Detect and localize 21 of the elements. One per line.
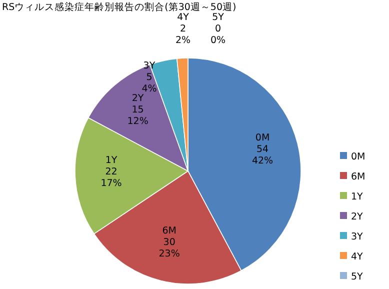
legend-label: 2Y: [351, 212, 364, 222]
data-label: 54 42%: [252, 144, 274, 166]
legend-label: 4Y: [351, 252, 364, 262]
legend-label: 3Y: [351, 232, 364, 242]
legend-label: 0M: [351, 152, 366, 162]
slice-label: 2Y: [132, 92, 144, 104]
slice-label: 4Y: [177, 12, 190, 23]
data-label: 15 12%: [127, 104, 148, 127]
slice-label: 1Y: [105, 154, 118, 166]
slice-label: 6M: [162, 226, 176, 237]
legend-label: 5Y: [351, 272, 364, 282]
data-label: 2 2%: [175, 24, 191, 46]
text: 0 0%: [210, 24, 226, 46]
slice-label: 0M: [255, 132, 270, 144]
category-label: 5Y: [212, 12, 224, 23]
chart-title: RSウィルス感染症年齢別報告の割合(第30週～50週): [2, 1, 236, 13]
data-label: 30 23%: [158, 237, 180, 260]
data-label: 22 17%: [100, 166, 122, 189]
legend-label: 1Y: [351, 192, 364, 202]
legend-label: 6M: [351, 172, 366, 182]
data-label: 5 4%: [142, 72, 157, 95]
